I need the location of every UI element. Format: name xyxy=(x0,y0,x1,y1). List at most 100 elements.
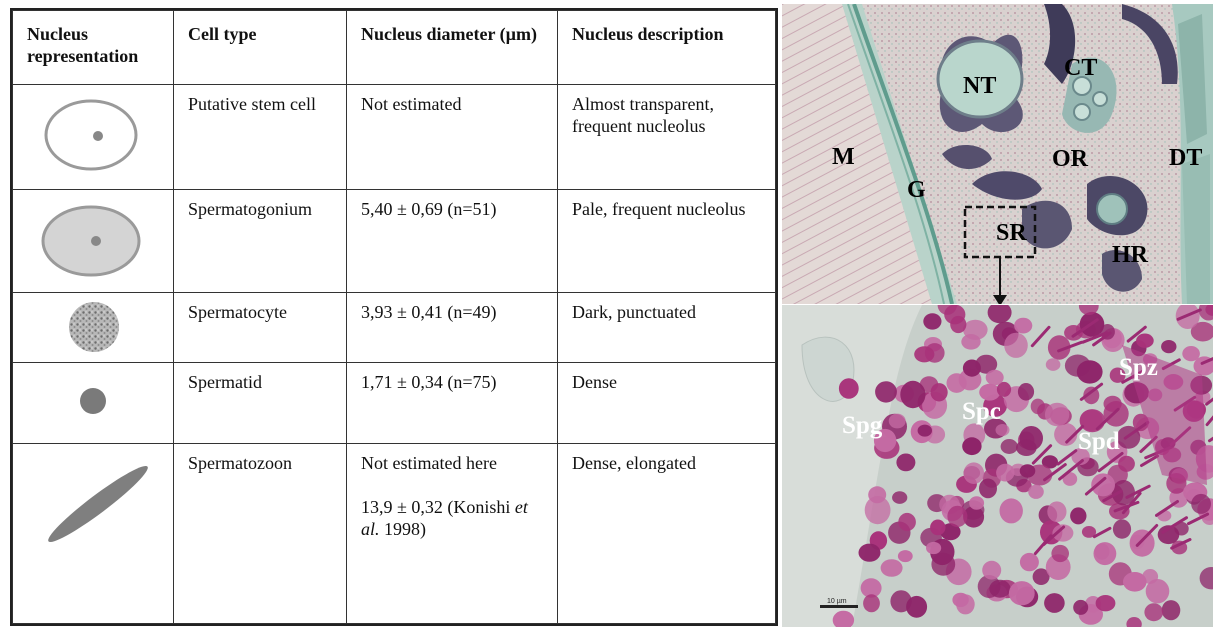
stained-nucleus xyxy=(1081,526,1097,538)
stained-nucleus xyxy=(917,424,932,437)
stained-nucleus xyxy=(1019,464,1036,478)
label-sr: SR xyxy=(996,220,1027,246)
spermatozoon-mark xyxy=(1092,526,1112,539)
spermatozoon-mark xyxy=(1161,516,1188,534)
stained-nucleus xyxy=(1190,321,1213,342)
diameter-italic: et al. xyxy=(361,497,528,539)
diameter-line-1: Not estimated here xyxy=(361,453,497,473)
stained-nucleus xyxy=(1064,325,1083,341)
spermatozoon-mark xyxy=(1065,424,1085,444)
spermatozoon-mark xyxy=(1102,489,1123,503)
textured-circle-icon xyxy=(69,302,119,352)
stained-nucleus xyxy=(1126,617,1142,627)
spermatozoon-mark xyxy=(1176,308,1202,321)
stained-nucleus xyxy=(963,462,985,484)
stained-nucleus xyxy=(962,359,981,377)
stained-nucleus xyxy=(1017,383,1035,401)
label-spc: Spc xyxy=(962,398,1001,425)
label-g: G xyxy=(907,177,926,203)
stained-nucleus xyxy=(880,559,903,577)
stained-nucleus xyxy=(858,543,881,562)
stained-nucleus xyxy=(1111,480,1135,506)
spermatozoon-mark xyxy=(1058,459,1084,481)
spermatozoon-mark xyxy=(1071,318,1099,338)
stained-nucleus xyxy=(995,424,1010,436)
stained-nucleus xyxy=(892,491,908,504)
stained-nucleus xyxy=(900,380,926,409)
spermatozoon-mark xyxy=(1123,420,1150,440)
stained-nucleus xyxy=(1103,395,1122,412)
nucleus-table: Nucleus representation Cell type Nucleus… xyxy=(10,8,778,626)
stained-nucleus xyxy=(1095,595,1116,612)
stained-nucleus xyxy=(1123,572,1147,592)
nucleus-description: Dark, punctuated xyxy=(557,292,776,363)
stained-nucleus xyxy=(1070,507,1087,525)
low-magnification-micrograph: NT CT M OR DT G SR HR xyxy=(782,4,1213,304)
nucleus-diameter: 1,71 ± 0,34 (n=75) xyxy=(346,362,558,444)
spermatozoon-mark xyxy=(1126,325,1147,343)
stained-nucleus xyxy=(1004,332,1028,358)
label-hr: HR xyxy=(1112,242,1149,268)
icon-cell xyxy=(12,292,174,363)
stained-nucleus xyxy=(888,413,906,429)
stained-nucleus xyxy=(1047,501,1067,522)
stained-nucleus xyxy=(947,505,968,528)
stained-nucleus xyxy=(989,579,1011,598)
spermatozoon-mark xyxy=(1057,340,1083,353)
stained-nucleus xyxy=(1008,581,1035,606)
stained-nucleus xyxy=(1041,455,1058,469)
stained-nucleus xyxy=(987,305,1012,324)
cell-type: Spermatid xyxy=(173,362,347,444)
stained-nucleus xyxy=(1199,567,1213,590)
stained-nucleus xyxy=(985,369,1004,386)
spermatozoon-mark xyxy=(1125,484,1151,499)
spermatozoon-mark xyxy=(1031,444,1053,465)
stained-nucleus xyxy=(832,610,855,627)
stained-nucleus xyxy=(1191,493,1211,514)
cell-type: Spermatocyte xyxy=(173,292,347,363)
stained-nucleus xyxy=(979,478,997,499)
label-nt: NT xyxy=(963,73,996,99)
open-oval-with-nucleolus-icon xyxy=(44,99,138,171)
spermatozoon-mark xyxy=(1092,331,1112,347)
stained-nucleus xyxy=(875,381,897,403)
stained-nucleus xyxy=(1175,305,1200,329)
spermatozoon-mark xyxy=(1081,331,1109,344)
stained-nucleus xyxy=(1083,386,1100,405)
stained-nucleus xyxy=(897,550,913,563)
label-ct: CT xyxy=(1064,55,1097,81)
spermatozoon-mark xyxy=(1095,407,1120,431)
stained-nucleus xyxy=(896,453,916,472)
table-header-row: Nucleus representation Cell type Nucleus… xyxy=(12,10,776,85)
stained-nucleus xyxy=(1045,358,1061,371)
spermatozoon-mark xyxy=(1030,325,1051,348)
stained-nucleus xyxy=(1130,534,1145,550)
stained-nucleus xyxy=(969,496,985,510)
stained-nucleus xyxy=(996,381,1012,397)
stained-nucleus xyxy=(1109,367,1126,383)
table-row: Spermatid 1,71 ± 0,34 (n=75) Dense xyxy=(12,362,776,444)
stained-nucleus xyxy=(1030,398,1045,415)
stained-nucleus xyxy=(946,373,967,393)
spermatozoon-mark xyxy=(1205,397,1213,406)
spermatozoon-mark xyxy=(1140,454,1160,467)
stained-nucleus xyxy=(1182,346,1200,362)
stained-nucleus xyxy=(923,313,942,330)
label-spg: Spg xyxy=(842,412,883,439)
label-m: M xyxy=(832,144,855,170)
stained-nucleus xyxy=(999,498,1023,524)
stained-nucleus xyxy=(914,346,935,363)
small-dark-circle-icon xyxy=(80,388,106,414)
stained-nucleus xyxy=(937,305,957,315)
nucleus-description: Pale, frequent nucleolus xyxy=(557,189,776,293)
stained-nucleus xyxy=(906,595,928,618)
stained-nucleus xyxy=(1161,340,1177,354)
nucleus-diameter: Not estimated here 13,9 ± 0,32 (Konishi … xyxy=(346,443,558,624)
spermatozoon-mark xyxy=(1097,451,1124,473)
spermatozoon-mark xyxy=(1056,449,1078,466)
table-row: Spermatocyte 3,93 ± 0,41 (n=49) Dark, pu… xyxy=(12,292,776,363)
stained-nucleus xyxy=(1000,439,1018,454)
stained-nucleus xyxy=(864,496,891,525)
nucleus-description: Dense xyxy=(557,362,776,444)
stained-nucleus xyxy=(838,378,859,399)
